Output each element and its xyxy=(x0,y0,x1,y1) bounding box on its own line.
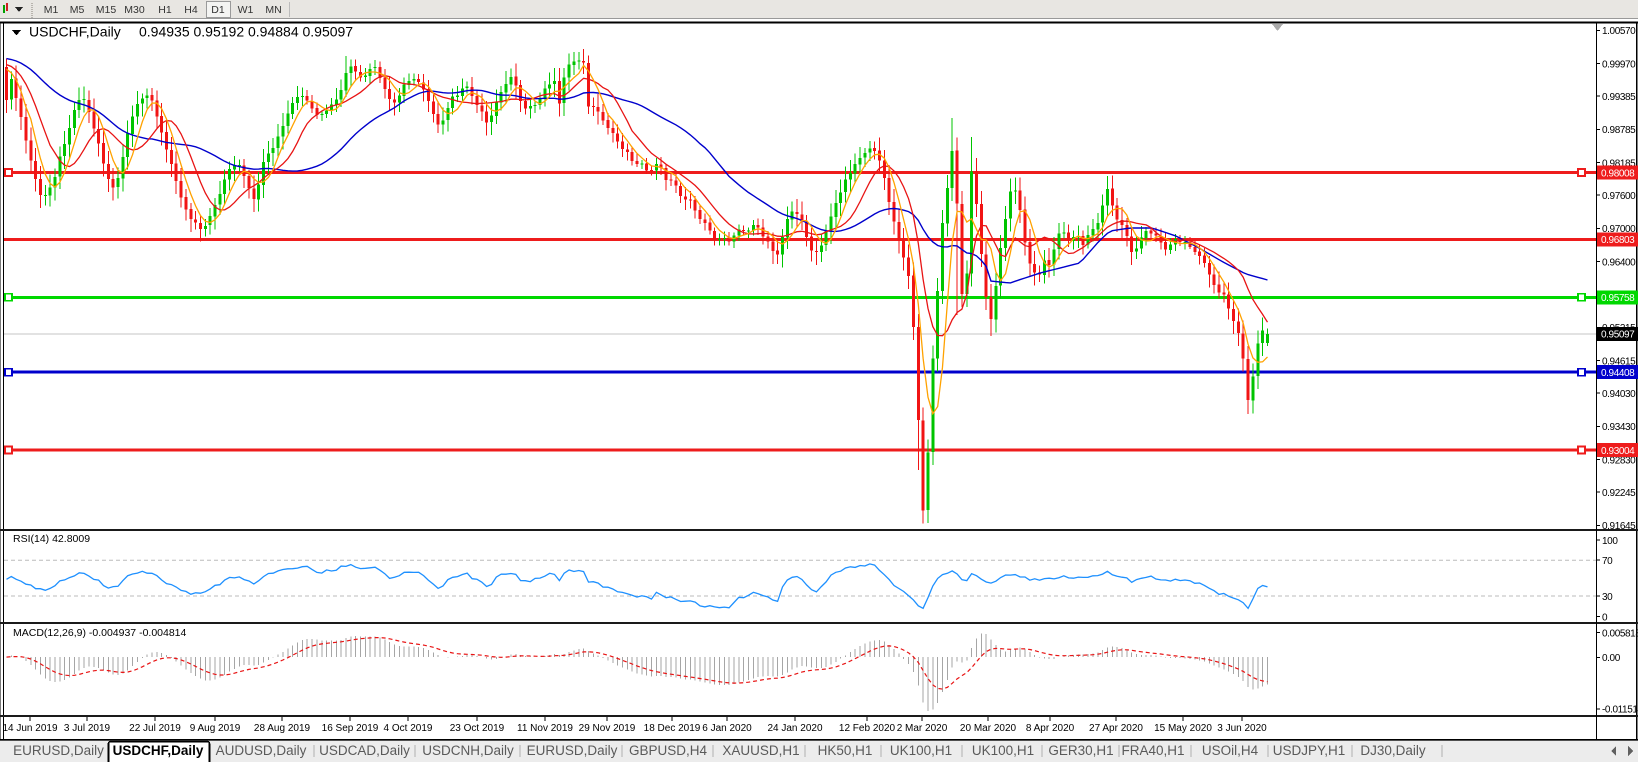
svg-text:2 Mar 2020: 2 Mar 2020 xyxy=(897,723,948,734)
svg-text:XAUUSD,H1: XAUUSD,H1 xyxy=(722,743,799,758)
svg-text:30: 30 xyxy=(1602,592,1613,603)
svg-text:11 Nov 2019: 11 Nov 2019 xyxy=(517,723,573,734)
svg-text:0.92830: 0.92830 xyxy=(1602,456,1636,467)
svg-text:M30: M30 xyxy=(124,4,145,16)
svg-text:18 Dec 2019: 18 Dec 2019 xyxy=(644,723,701,734)
svg-text:0.99970: 0.99970 xyxy=(1602,60,1636,71)
svg-text:0.92245: 0.92245 xyxy=(1602,488,1636,499)
svg-text:24 Jan 2020: 24 Jan 2020 xyxy=(767,723,822,734)
svg-text:USDJPY,H1: USDJPY,H1 xyxy=(1273,743,1346,758)
svg-text:USDCAD,Daily: USDCAD,Daily xyxy=(319,743,410,758)
svg-text:RSI(14) 42.8009: RSI(14) 42.8009 xyxy=(13,533,90,545)
svg-text:14 Jun 2019: 14 Jun 2019 xyxy=(2,723,57,734)
svg-text:3 Jul 2019: 3 Jul 2019 xyxy=(64,723,111,734)
svg-text:UK100,H1: UK100,H1 xyxy=(890,743,952,758)
svg-text:23 Oct 2019: 23 Oct 2019 xyxy=(450,723,505,734)
svg-text:USOil,H4: USOil,H4 xyxy=(1202,743,1259,758)
svg-text:100: 100 xyxy=(1602,536,1618,547)
svg-text:12 Feb 2020: 12 Feb 2020 xyxy=(839,723,896,734)
svg-text:0.95758: 0.95758 xyxy=(1601,293,1635,304)
svg-text:15 May 2020: 15 May 2020 xyxy=(1154,723,1212,734)
svg-text:8 Apr 2020: 8 Apr 2020 xyxy=(1026,723,1075,734)
svg-text:0: 0 xyxy=(1602,612,1608,623)
svg-text:GER30,H1: GER30,H1 xyxy=(1048,743,1113,758)
svg-text:M15: M15 xyxy=(96,4,117,16)
svg-text:EURUSD,Daily: EURUSD,Daily xyxy=(13,743,104,758)
svg-text:0.96803: 0.96803 xyxy=(1601,235,1635,246)
svg-text:M1: M1 xyxy=(44,4,59,16)
svg-text:9 Aug 2019: 9 Aug 2019 xyxy=(190,723,241,734)
svg-text:AUDUSD,Daily: AUDUSD,Daily xyxy=(216,743,307,758)
svg-text:GBPUSD,H4: GBPUSD,H4 xyxy=(629,743,708,758)
svg-text:W1: W1 xyxy=(238,4,254,16)
svg-text:0.98008: 0.98008 xyxy=(1601,168,1635,179)
svg-text:0.005818: 0.005818 xyxy=(1602,628,1638,639)
svg-text:0.94615: 0.94615 xyxy=(1602,357,1636,368)
svg-text:0.94030: 0.94030 xyxy=(1602,389,1636,400)
svg-text:0.93430: 0.93430 xyxy=(1602,422,1636,433)
svg-text:0.00: 0.00 xyxy=(1602,653,1621,664)
svg-text:EURUSD,Daily: EURUSD,Daily xyxy=(527,743,618,758)
svg-text:-0.011514: -0.011514 xyxy=(1602,705,1638,716)
svg-text:DJ30,Daily: DJ30,Daily xyxy=(1360,743,1426,758)
svg-text:1.00570: 1.00570 xyxy=(1602,26,1636,37)
svg-text:M5: M5 xyxy=(70,4,85,16)
svg-text:28 Aug 2019: 28 Aug 2019 xyxy=(254,723,311,734)
svg-text:UK100,H1: UK100,H1 xyxy=(972,743,1034,758)
svg-text:0.98785: 0.98785 xyxy=(1602,125,1636,136)
svg-text:0.94408: 0.94408 xyxy=(1601,368,1635,379)
svg-text:70: 70 xyxy=(1602,556,1613,567)
svg-text:H4: H4 xyxy=(184,4,198,16)
svg-text:0.94935 0.95192 0.94884 0.9509: 0.94935 0.95192 0.94884 0.95097 xyxy=(139,24,353,40)
svg-text:USDCHF,Daily: USDCHF,Daily xyxy=(29,24,121,40)
svg-text:0.95097: 0.95097 xyxy=(1601,330,1635,341)
svg-text:0.91645: 0.91645 xyxy=(1602,521,1636,532)
svg-text:H1: H1 xyxy=(158,4,172,16)
svg-text:0.93004: 0.93004 xyxy=(1601,446,1635,457)
svg-text:MACD(12,26,9) -0.004937 -0.004: MACD(12,26,9) -0.004937 -0.004814 xyxy=(13,627,187,639)
svg-text:D1: D1 xyxy=(211,4,225,16)
svg-text:0.99385: 0.99385 xyxy=(1602,92,1636,103)
svg-text:20 Mar 2020: 20 Mar 2020 xyxy=(960,723,1017,734)
svg-text:HK50,H1: HK50,H1 xyxy=(818,743,873,758)
svg-text:0.97600: 0.97600 xyxy=(1602,191,1636,202)
svg-text:6 Jan 2020: 6 Jan 2020 xyxy=(702,723,752,734)
svg-text:0.96400: 0.96400 xyxy=(1602,258,1636,269)
svg-text:MN: MN xyxy=(265,4,281,16)
svg-text:0.97000: 0.97000 xyxy=(1602,224,1636,235)
svg-text:22 Jul 2019: 22 Jul 2019 xyxy=(129,723,181,734)
svg-text:USDCNH,Daily: USDCNH,Daily xyxy=(422,743,514,758)
svg-text:4 Oct 2019: 4 Oct 2019 xyxy=(384,723,433,734)
svg-text:0.98185: 0.98185 xyxy=(1602,159,1636,170)
svg-text:3 Jun 2020: 3 Jun 2020 xyxy=(1217,723,1267,734)
svg-text:16 Sep 2019: 16 Sep 2019 xyxy=(322,723,379,734)
svg-text:USDCHF,Daily: USDCHF,Daily xyxy=(113,743,204,758)
svg-text:FRA40,H1: FRA40,H1 xyxy=(1121,743,1184,758)
svg-text:29 Nov 2019: 29 Nov 2019 xyxy=(579,723,636,734)
svg-text:27 Apr 2020: 27 Apr 2020 xyxy=(1089,723,1143,734)
